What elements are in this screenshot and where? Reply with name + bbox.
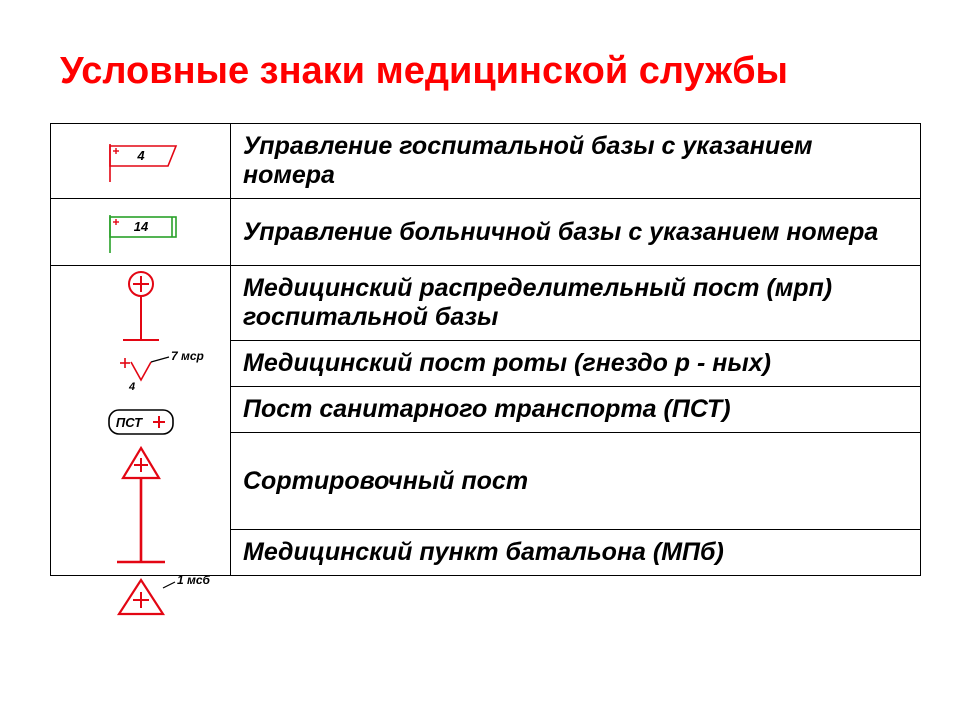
desc-cell: Медицинский пункт батальона (МПб) xyxy=(231,530,921,576)
symbols-table: 4 Управление госпитальной базы с указани… xyxy=(50,123,921,576)
pst-label: ПСТ xyxy=(116,415,143,430)
symbol-mrp xyxy=(123,272,159,340)
desc-cell: Управление госпитальной базы с указанием… xyxy=(231,124,921,199)
symbol-pst: ПСТ xyxy=(109,410,173,434)
desc-cell: Сортировочный пост xyxy=(231,433,921,530)
desc-cell: Медицинский пост роты (гнездо р - ных) xyxy=(231,341,921,387)
table-row: 4 Управление госпитальной базы с указани… xyxy=(51,124,921,199)
desc-cell: Медицинский распределительный пост (мрп)… xyxy=(231,266,921,341)
msr-label: 7 мср xyxy=(171,349,204,363)
msr-sub-label: 4 xyxy=(128,381,135,393)
table-row: 14 Управление больничной базы с указание… xyxy=(51,199,921,266)
symbol-clinical-base-flag: 14 xyxy=(51,199,231,266)
flag1-label: 4 xyxy=(136,148,145,163)
desc-cell: Управление больничной базы с указанием н… xyxy=(231,199,921,266)
desc-cell: Пост санитарного транспорта (ПСТ) xyxy=(231,387,921,433)
symbol-hospital-base-flag: 4 xyxy=(51,124,231,199)
table-row: 7 мср 4 ПСТ xyxy=(51,266,921,341)
page-title: Условные знаки медицинской службы xyxy=(60,50,910,93)
symbol-mpb: 1 мсб xyxy=(119,573,211,614)
flag2-label: 14 xyxy=(133,219,148,234)
symbol-sorting-post xyxy=(117,448,165,562)
symbol-med-post-company: 7 мср 4 xyxy=(120,349,204,393)
msb-label: 1 мсб xyxy=(177,573,211,587)
